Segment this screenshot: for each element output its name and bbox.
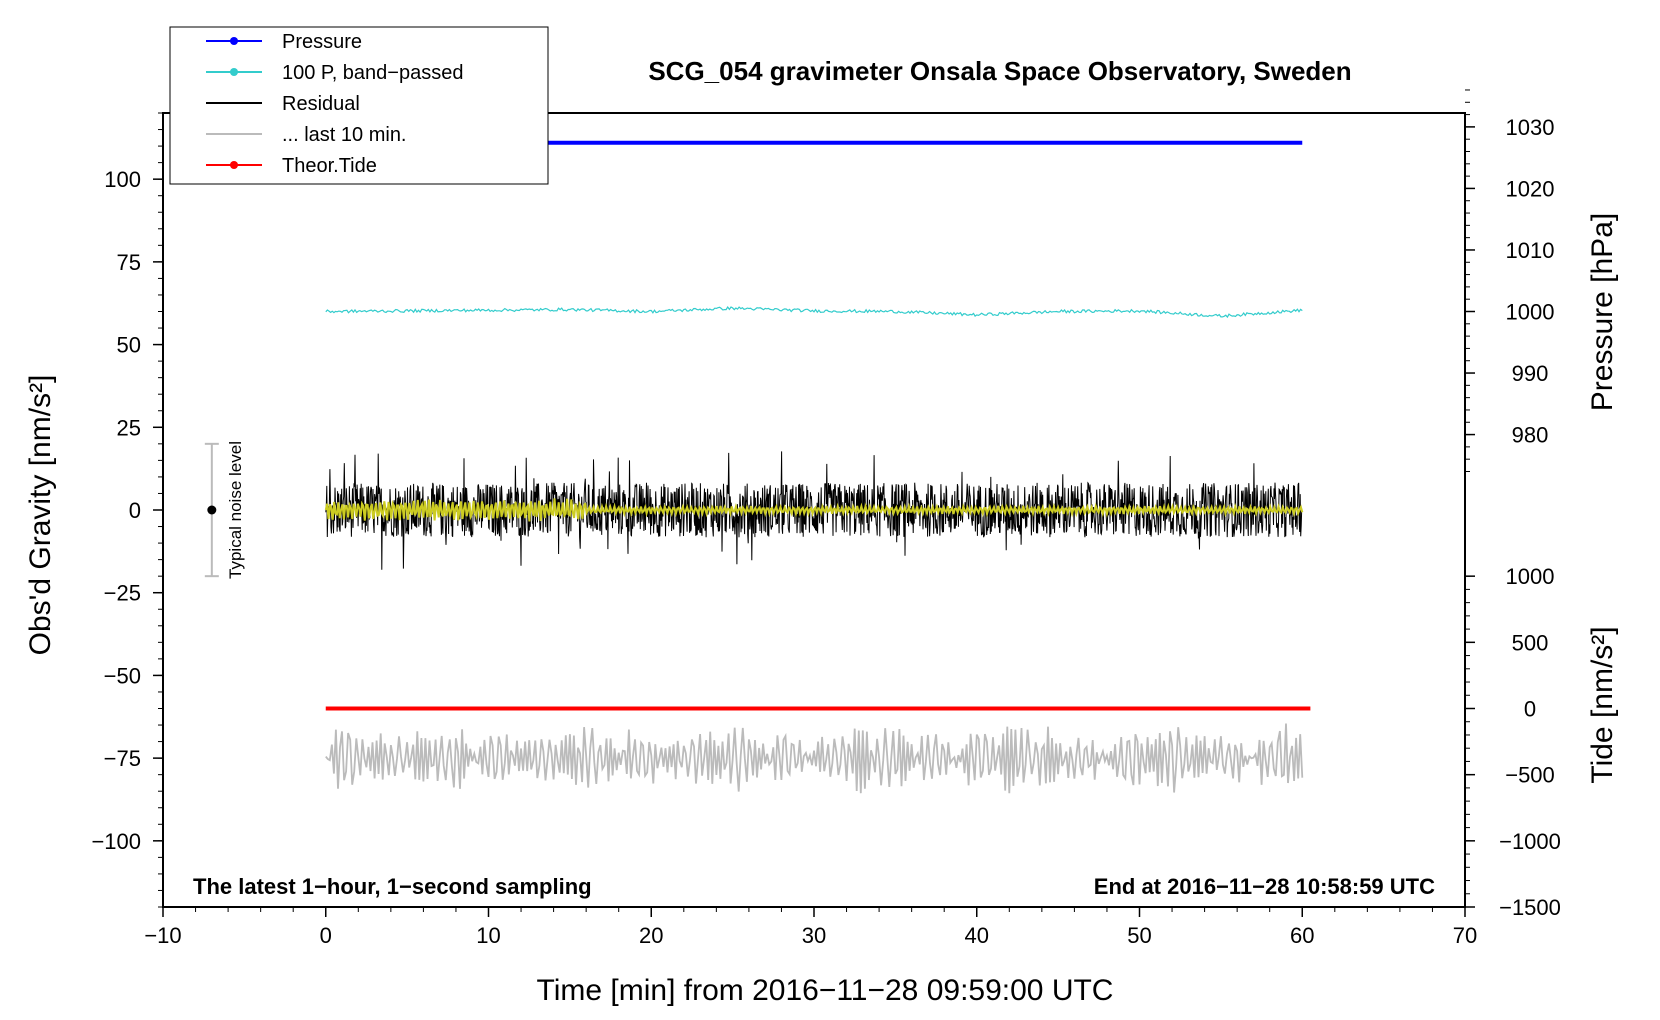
noise-level-label: Typical noise level [226,441,245,579]
y-tick-label-tide: −1000 [1499,829,1561,854]
y-tick-label-pressure: 980 [1512,423,1549,448]
series-residual [325,451,1303,570]
y-tick-label-left: 50 [117,333,141,358]
chart-title: SCG_054 gravimeter Onsala Space Observat… [648,56,1351,86]
y-tick-label-tide: 0 [1524,697,1536,722]
y-tick-label-pressure: 1020 [1506,176,1555,201]
x-tick-label: 10 [476,923,500,948]
y-axis-right: 980 990 1000 1010 1020 1030 −1500 −1000 −500 0 500… [1465,89,1561,920]
legend-label: Residual [282,93,360,115]
series-pressure-bandpassed [325,306,1303,319]
x-tick-label: 0 [320,923,332,948]
y-tick-label-left: −100 [91,829,141,854]
legend-box [169,26,549,185]
y-axis-left: −100 −75 −50 −25 0 25 50 75 100 [91,112,163,908]
y-tick-label-pressure: 1010 [1506,238,1555,263]
x-tick-label: 20 [639,923,663,948]
y-axis-label-left: Obs'd Gravity [nm/s²] [24,375,57,656]
legend: Pressure 100 P, band−passed Residual ... la… [169,26,549,185]
legend-label: ... last 10 min. [282,124,407,146]
y-tick-label-tide: 1000 [1506,564,1555,589]
y-tick-label-left: 100 [104,167,141,192]
series-residual-smoothed [324,498,1304,522]
annotation-sampling: The latest 1−hour, 1−second sampling [193,874,592,899]
x-tick-label: 60 [1290,923,1314,948]
legend-marker [230,37,238,45]
y-tick-label-left: 0 [129,498,141,523]
y-tick-label-pressure: 1000 [1506,300,1555,325]
legend-marker [230,68,238,76]
x-tick-label: 70 [1453,923,1477,948]
x-axis: −10 0 10 20 30 40 50 60 70 [144,907,1477,948]
annotation-end-time: End at 2016−11−28 10:58:59 UTC [1094,874,1435,899]
x-tick-label: 30 [802,923,826,948]
series-layer [324,140,1311,794]
x-tick-label: 50 [1127,923,1151,948]
noise-bar-center-dot [207,505,217,515]
y-tick-label-pressure: 1030 [1506,115,1555,140]
legend-label: Pressure [282,31,362,53]
x-tick-label: 40 [965,923,989,948]
noise-level-bar [204,442,219,578]
y-tick-label-left: −50 [104,663,141,688]
x-axis-label: Time [min] from 2016−11−28 09:59:00 UTC [537,974,1114,1007]
y-tick-label-tide: 500 [1512,630,1549,655]
x-tick-label: −10 [144,923,181,948]
y-tick-label-left: 75 [117,250,141,275]
legend-label: Theor.Tide [282,155,377,177]
y-tick-label-pressure: 990 [1512,361,1549,386]
legend-marker [230,161,238,169]
series-last-10-min [325,723,1304,794]
y-tick-label-left: −75 [104,746,141,771]
y-axis-label-tide: Tide [nm/s²] [1586,626,1619,783]
legend-label: 100 P, band−passed [282,62,463,84]
y-tick-label-tide: −1500 [1499,895,1561,920]
y-axis-label-pressure: Pressure [hPa] [1586,213,1619,411]
y-tick-label-left: −25 [104,581,141,606]
y-tick-label-left: 25 [117,415,141,440]
y-tick-label-tide: −500 [1505,763,1555,788]
